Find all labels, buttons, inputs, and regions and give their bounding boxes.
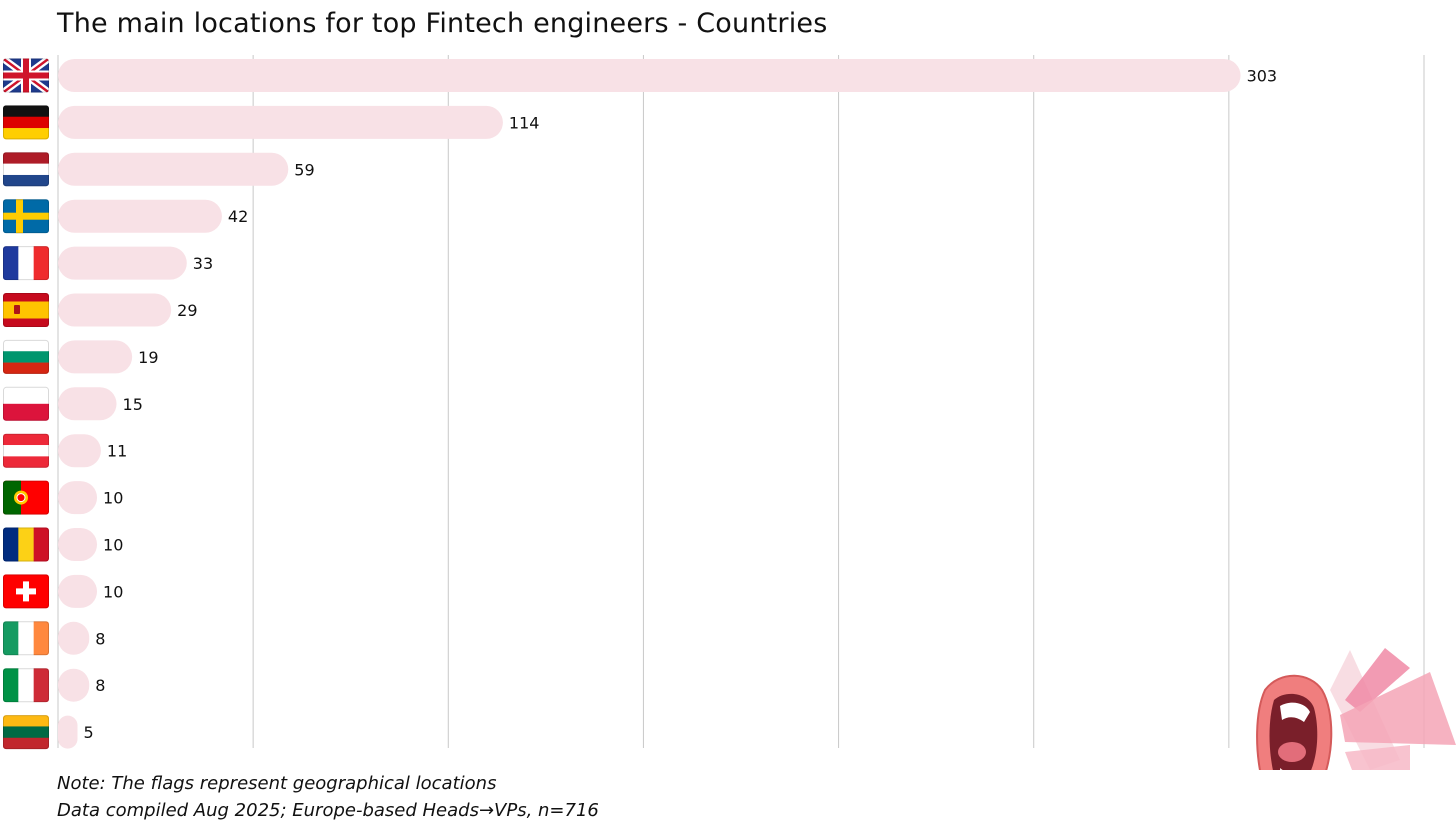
bar-value-label: 8 [95,676,105,695]
bar-value-label: 5 [84,723,94,742]
gb-flag-icon [3,58,49,93]
bar [58,668,90,702]
bars [58,59,1241,749]
bar [58,293,172,327]
bar [58,152,289,186]
bar [58,340,133,374]
bg-flag-icon [3,339,49,374]
bar [58,199,222,233]
es-flag-icon [3,293,49,327]
se-flag-icon [3,199,49,234]
note-source: Data compiled Aug 2025; Europe-based Hea… [57,800,599,821]
ie-flag-icon [3,621,49,656]
pl-flag-icon [3,386,49,421]
bar-value-label: 59 [294,160,314,179]
bar-value-label: 114 [509,113,540,132]
note-flags: Note: The flags represent geographical l… [57,773,497,794]
nl-flag-icon [3,152,49,187]
ro-flag-icon [3,527,49,562]
bar-value-label: 10 [103,582,123,601]
bar [58,434,101,468]
flags [3,58,49,750]
bar-value-label: 303 [1247,67,1278,86]
it-flag-icon [3,668,49,703]
bar-value-label: 19 [138,348,158,367]
bar-value-label: 10 [103,489,123,508]
bar-value-label: 29 [177,301,197,320]
bar [58,387,117,421]
bar [58,59,1241,92]
bar-value-label: 11 [107,442,127,461]
bar [58,621,90,655]
bar-chart: 303 114 59 42 33 29 19 15 11 10 10 10 8 8 5 [3,55,1456,770]
bar [58,528,98,561]
ch-flag-icon [3,574,49,609]
bar [58,715,78,749]
bar-value-label: 15 [123,395,143,414]
bar [58,481,98,515]
bar [58,246,187,280]
bar [58,105,503,139]
bar [58,574,98,608]
fr-flag-icon [3,246,49,281]
bar-value-label: 10 [103,536,123,555]
bar-value-label: 8 [95,629,105,648]
shouting-mouth-illustration [1256,648,1456,770]
at-flag-icon [3,433,49,468]
chart-title: The main locations for top Fintech engin… [57,8,828,39]
pt-flag-icon [3,480,49,515]
lt-flag-icon [3,715,49,750]
bar-value-label: 33 [193,254,213,273]
bar-value-label: 42 [228,207,248,226]
de-flag-icon [3,105,49,140]
value-labels: 303 114 59 42 33 29 19 15 11 10 10 10 8 8 5 [84,67,1278,743]
